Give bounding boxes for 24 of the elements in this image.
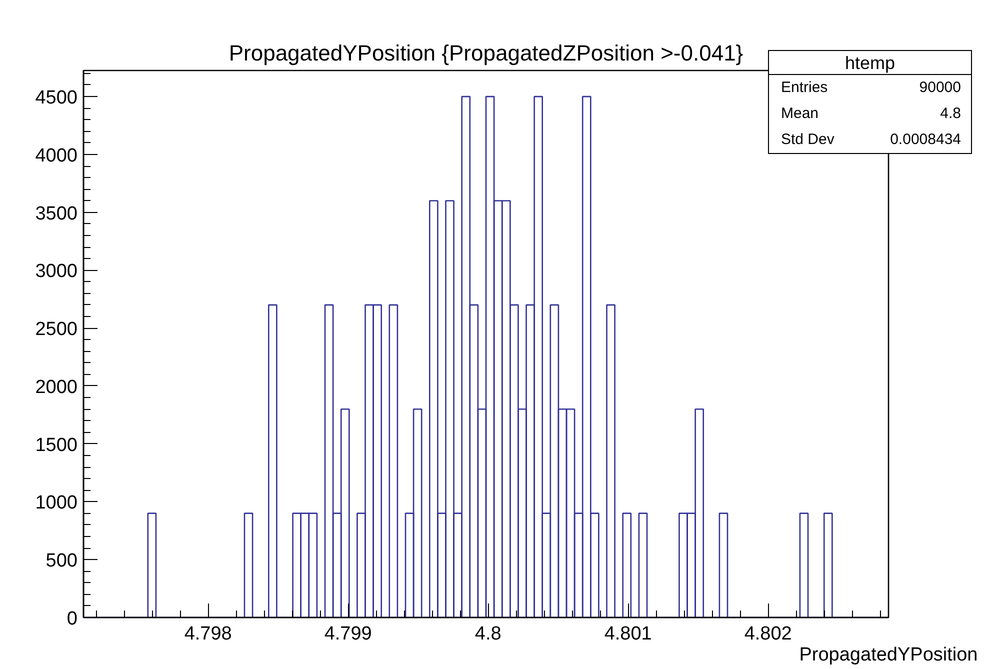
- y-tick-label: 4500: [35, 88, 78, 109]
- y-tick-label: 1000: [35, 492, 78, 514]
- y-tick-label: 1500: [35, 434, 78, 456]
- y-tick-label: 500: [46, 550, 78, 572]
- y-tick-label: 2500: [35, 319, 78, 340]
- x-tick-label: 4.801: [604, 624, 652, 644]
- annotation: Mean: [781, 104, 819, 124]
- chart-title: PropagatedYPosition {PropagatedZPosition >-0.041}: [228, 40, 744, 66]
- x-tick-label: 4.8: [474, 624, 502, 644]
- x-axis-title: PropagatedYPosition: [799, 644, 978, 666]
- y-tick-label: 4000: [35, 145, 78, 166]
- text: 4.8: [940, 104, 961, 124]
- x-tick-label: 4.799: [324, 624, 372, 644]
- annotation: Entries: [781, 78, 828, 98]
- text: 0.0008434: [890, 130, 961, 150]
- annotation: htemp: [769, 51, 971, 75]
- y-tick-label: 2000: [35, 376, 78, 398]
- y-tick-label: 0: [66, 608, 78, 630]
- x-tick-label: 4.798: [184, 624, 232, 644]
- y-tick-label: 3000: [35, 261, 78, 282]
- x-tick-label: 4.802: [744, 624, 792, 644]
- text: 90000: [919, 78, 961, 98]
- y-tick-label: 3500: [35, 203, 78, 224]
- annotation: Std Dev: [781, 130, 834, 150]
